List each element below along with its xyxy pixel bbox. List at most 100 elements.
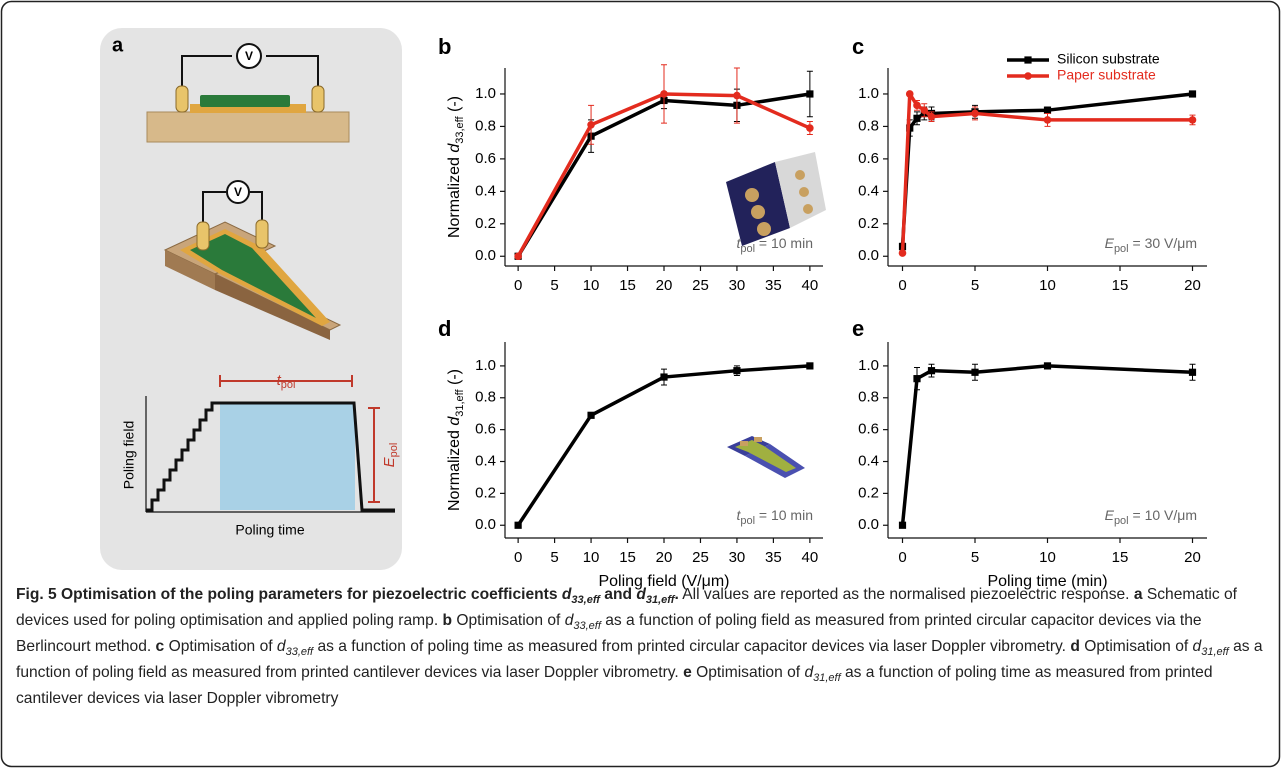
legend-label: Paper substrate bbox=[1057, 67, 1156, 83]
x-tick-label: 30 bbox=[729, 277, 746, 294]
panel-label: a bbox=[112, 34, 124, 56]
x-tick-label: 5 bbox=[971, 549, 979, 566]
caption-run: d bbox=[276, 638, 286, 655]
x-tick-label: 30 bbox=[729, 549, 746, 566]
caption-run: 31,eff bbox=[813, 672, 841, 685]
x-tick-label: 25 bbox=[692, 549, 709, 566]
x-tick-label: 0 bbox=[898, 549, 906, 566]
caption-run: Optimisation of bbox=[452, 612, 565, 629]
subscript: 33,eff bbox=[454, 115, 466, 143]
y-tick-label: 0.8 bbox=[475, 117, 496, 134]
y-tick-label: 0.2 bbox=[858, 215, 879, 232]
annotation: Epol = 10 V/μm bbox=[1105, 507, 1197, 527]
marker bbox=[660, 90, 668, 98]
marker bbox=[587, 121, 595, 129]
marker bbox=[898, 521, 907, 529]
annotation: tpol = 10 min bbox=[736, 235, 813, 255]
voltmeter-label: V bbox=[245, 49, 253, 63]
caption-run: 31,eff bbox=[1201, 646, 1229, 659]
x-tick-label: 15 bbox=[1112, 549, 1129, 566]
x-tick-label: 0 bbox=[514, 277, 522, 294]
y-tick-label: 0.4 bbox=[475, 452, 496, 469]
y-tick-label: 0.0 bbox=[858, 516, 879, 533]
caption-run: as a function of poling time as measured… bbox=[16, 664, 1213, 707]
x-tick-label: 10 bbox=[583, 549, 600, 566]
legend-marker bbox=[1024, 56, 1032, 64]
marker bbox=[913, 101, 921, 110]
text: = 30 V/μm bbox=[1129, 235, 1197, 251]
text: Normalized bbox=[446, 426, 463, 511]
text: = 10 min bbox=[755, 507, 813, 523]
x-tick-label: 40 bbox=[802, 277, 819, 294]
caption-run: c bbox=[155, 638, 165, 655]
caption-run: d bbox=[636, 586, 646, 603]
marker bbox=[587, 411, 595, 419]
y-tick-label: 0.6 bbox=[858, 421, 879, 438]
text: E bbox=[1105, 507, 1115, 523]
text: d bbox=[446, 143, 463, 153]
x-tick-label: 35 bbox=[765, 277, 782, 294]
t-pol-label: tpol bbox=[277, 372, 296, 391]
x-tick-label: 0 bbox=[898, 277, 906, 294]
e-pol-label: Epol bbox=[381, 443, 400, 468]
y-tick-label: 0.8 bbox=[858, 389, 879, 406]
y-tick-label: 1.0 bbox=[858, 357, 879, 374]
marker bbox=[927, 367, 936, 375]
text: (-) bbox=[446, 96, 463, 116]
caption-run: d bbox=[564, 612, 574, 629]
marker bbox=[905, 90, 914, 98]
text: = 10 min bbox=[755, 235, 813, 251]
text: t bbox=[736, 235, 741, 251]
marker bbox=[1043, 106, 1052, 114]
x-tick-label: 5 bbox=[550, 277, 558, 294]
capacitor-inset bbox=[726, 152, 826, 246]
marker bbox=[514, 252, 522, 261]
caption: Fig. 5 Optimisation of the poling parame… bbox=[16, 582, 1268, 712]
series-line bbox=[900, 364, 1193, 526]
caption-run: All values are reported as the normalise… bbox=[678, 586, 1134, 603]
y-tick-label: 0.0 bbox=[475, 247, 496, 264]
caption-run: Fig. 5 Optimisation of the poling parame… bbox=[16, 586, 562, 603]
y-tick-label: 0.4 bbox=[475, 182, 496, 199]
y-tick-label: 0.2 bbox=[858, 484, 879, 501]
marker bbox=[660, 373, 668, 381]
marker bbox=[971, 368, 979, 376]
x-tick-label: 15 bbox=[619, 277, 636, 294]
marker bbox=[806, 124, 814, 132]
x-tick-label: 35 bbox=[765, 549, 782, 566]
panel-label: e bbox=[852, 316, 864, 341]
x-tick-label: 20 bbox=[656, 549, 673, 566]
panel-label: d bbox=[438, 316, 451, 341]
y-tick-label: 0.2 bbox=[475, 484, 496, 501]
caption-run: d bbox=[561, 586, 572, 603]
y-tick-label: 0.8 bbox=[858, 117, 879, 134]
text: d bbox=[446, 416, 463, 426]
y-tick-label: 0.6 bbox=[858, 150, 879, 167]
y-tick-label: 0.0 bbox=[858, 247, 879, 264]
x-tick-label: 25 bbox=[692, 277, 709, 294]
cantilever-schematic bbox=[163, 180, 342, 340]
marker bbox=[733, 367, 741, 375]
cantilever-inset bbox=[727, 436, 805, 478]
y-tick-label: 0.0 bbox=[475, 516, 496, 533]
caption-run: d bbox=[804, 664, 814, 681]
x-tick-label: 15 bbox=[1112, 277, 1129, 294]
marker bbox=[920, 106, 929, 114]
poling-ramp bbox=[145, 375, 395, 513]
marker bbox=[514, 521, 522, 529]
x-axis-label: Poling time (min) bbox=[987, 573, 1107, 590]
y-tick-label: 1.0 bbox=[858, 85, 879, 102]
marker bbox=[1043, 362, 1052, 370]
marker bbox=[927, 112, 936, 121]
marker bbox=[898, 249, 907, 257]
subscript: pol bbox=[1114, 515, 1129, 527]
x-axis-label: Poling field (V/μm) bbox=[598, 573, 729, 590]
caption-run: Optimisation of bbox=[1079, 638, 1193, 655]
marker bbox=[806, 362, 814, 370]
marker bbox=[1188, 116, 1197, 124]
y-tick-label: 1.0 bbox=[475, 357, 496, 374]
caption-run: as a function of poling field as measure… bbox=[16, 612, 1202, 655]
y-tick-label: 1.0 bbox=[475, 85, 496, 102]
